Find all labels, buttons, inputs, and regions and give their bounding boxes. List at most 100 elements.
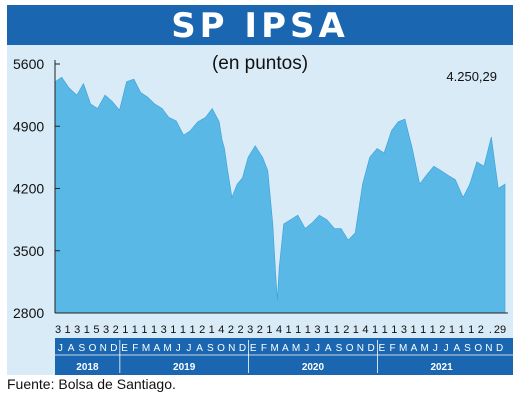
day-label: 1 bbox=[266, 324, 272, 336]
day-label: 2 bbox=[228, 324, 234, 336]
month-label: D bbox=[367, 343, 374, 354]
month-label: N bbox=[485, 343, 492, 354]
month-label: J bbox=[433, 343, 438, 354]
y-tick-label: 4200 bbox=[13, 181, 44, 197]
month-label: A bbox=[68, 343, 75, 354]
day-label: 1 bbox=[209, 324, 215, 336]
y-tick-label: 4900 bbox=[13, 118, 44, 134]
month-label: M bbox=[292, 343, 300, 354]
month-label: J bbox=[186, 343, 191, 354]
day-label: 4 bbox=[218, 324, 224, 336]
month-label: J bbox=[176, 343, 181, 354]
month-label: O bbox=[346, 343, 354, 354]
day-label: 1 bbox=[468, 324, 474, 336]
month-label: A bbox=[282, 343, 289, 354]
day-label: 1 bbox=[65, 324, 71, 336]
ipsa-area bbox=[54, 76, 506, 314]
day-label: 29 bbox=[494, 324, 506, 336]
month-label: N bbox=[100, 343, 107, 354]
day-label: 1 bbox=[391, 324, 397, 336]
month-label: J bbox=[315, 343, 320, 354]
year-label: 2019 bbox=[173, 362, 196, 373]
month-label: A bbox=[325, 343, 332, 354]
day-label: 3 bbox=[74, 324, 80, 336]
day-label: 1 bbox=[324, 324, 330, 336]
day-label: 1 bbox=[286, 324, 292, 336]
day-label: 1 bbox=[372, 324, 378, 336]
day-label: 1 bbox=[420, 324, 426, 336]
month-label: E bbox=[121, 343, 128, 354]
day-label: 2 bbox=[478, 324, 484, 336]
day-label: 2 bbox=[257, 324, 263, 336]
day-label: 1 bbox=[122, 324, 128, 336]
month-label: D bbox=[110, 343, 117, 354]
day-label: 1 bbox=[84, 324, 90, 336]
day-label: 1 bbox=[334, 324, 340, 336]
day-label: 1 bbox=[459, 324, 465, 336]
day-label: 1 bbox=[189, 324, 195, 336]
day-label: 4 bbox=[276, 324, 282, 336]
day-label: 3 bbox=[247, 324, 253, 336]
month-label: F bbox=[261, 343, 267, 354]
month-label: M bbox=[270, 343, 278, 354]
year-label: 2018 bbox=[76, 362, 99, 373]
day-label: 1 bbox=[180, 324, 186, 336]
day-label: 1 bbox=[353, 324, 359, 336]
year-label: 2020 bbox=[302, 362, 325, 373]
day-label: 3 bbox=[161, 324, 167, 336]
month-label: A bbox=[196, 343, 203, 354]
month-label: J bbox=[444, 343, 449, 354]
month-label: O bbox=[217, 343, 225, 354]
source-note: Fuente: Bolsa de Santiago. bbox=[7, 376, 176, 392]
day-label: 2 bbox=[113, 324, 119, 336]
day-label: 3 bbox=[55, 324, 61, 336]
day-label: 3 bbox=[401, 324, 407, 336]
day-label: 1 bbox=[170, 324, 176, 336]
y-tick-label: 5600 bbox=[13, 56, 44, 72]
day-label: 2 bbox=[439, 324, 445, 336]
day-label: 2 bbox=[343, 324, 349, 336]
day-label: 1 bbox=[430, 324, 436, 336]
month-label: F bbox=[389, 343, 395, 354]
month-label: M bbox=[420, 343, 428, 354]
month-label: M bbox=[399, 343, 407, 354]
month-label: A bbox=[411, 343, 418, 354]
date-axis-band bbox=[55, 338, 513, 375]
month-label: S bbox=[207, 343, 214, 354]
day-label: 1 bbox=[410, 324, 416, 336]
month-label: N bbox=[228, 343, 235, 354]
month-label: M bbox=[142, 343, 150, 354]
month-label: A bbox=[153, 343, 160, 354]
month-label: N bbox=[357, 343, 364, 354]
y-tick-label: 2800 bbox=[13, 305, 44, 321]
day-label: 1 bbox=[151, 324, 157, 336]
day-label: 4 bbox=[362, 324, 368, 336]
month-label: E bbox=[250, 343, 257, 354]
chart-title: SP IPSA bbox=[7, 5, 513, 46]
chart-subtitle: (en puntos) bbox=[211, 53, 309, 74]
month-label: S bbox=[464, 343, 471, 354]
year-label: 2021 bbox=[430, 362, 453, 373]
month-label: S bbox=[336, 343, 343, 354]
day-label: 3 bbox=[103, 324, 109, 336]
month-label: O bbox=[89, 343, 97, 354]
month-label: E bbox=[378, 343, 385, 354]
last-value-label: 4.250,29 bbox=[446, 69, 497, 84]
month-label: O bbox=[474, 343, 482, 354]
day-label: 2 bbox=[199, 324, 205, 336]
day-label: 1 bbox=[382, 324, 388, 336]
month-label: S bbox=[78, 343, 85, 354]
day-label: . bbox=[489, 324, 492, 336]
day-label: 1 bbox=[305, 324, 311, 336]
day-label: 3 bbox=[314, 324, 320, 336]
month-label: J bbox=[304, 343, 309, 354]
month-label: D bbox=[239, 343, 246, 354]
day-label: 1 bbox=[449, 324, 455, 336]
day-label: 5 bbox=[93, 324, 99, 336]
day-label: 2 bbox=[238, 324, 244, 336]
month-label: M bbox=[163, 343, 171, 354]
month-label: F bbox=[132, 343, 138, 354]
day-label: 1 bbox=[295, 324, 301, 336]
y-tick-label: 3500 bbox=[13, 243, 44, 259]
